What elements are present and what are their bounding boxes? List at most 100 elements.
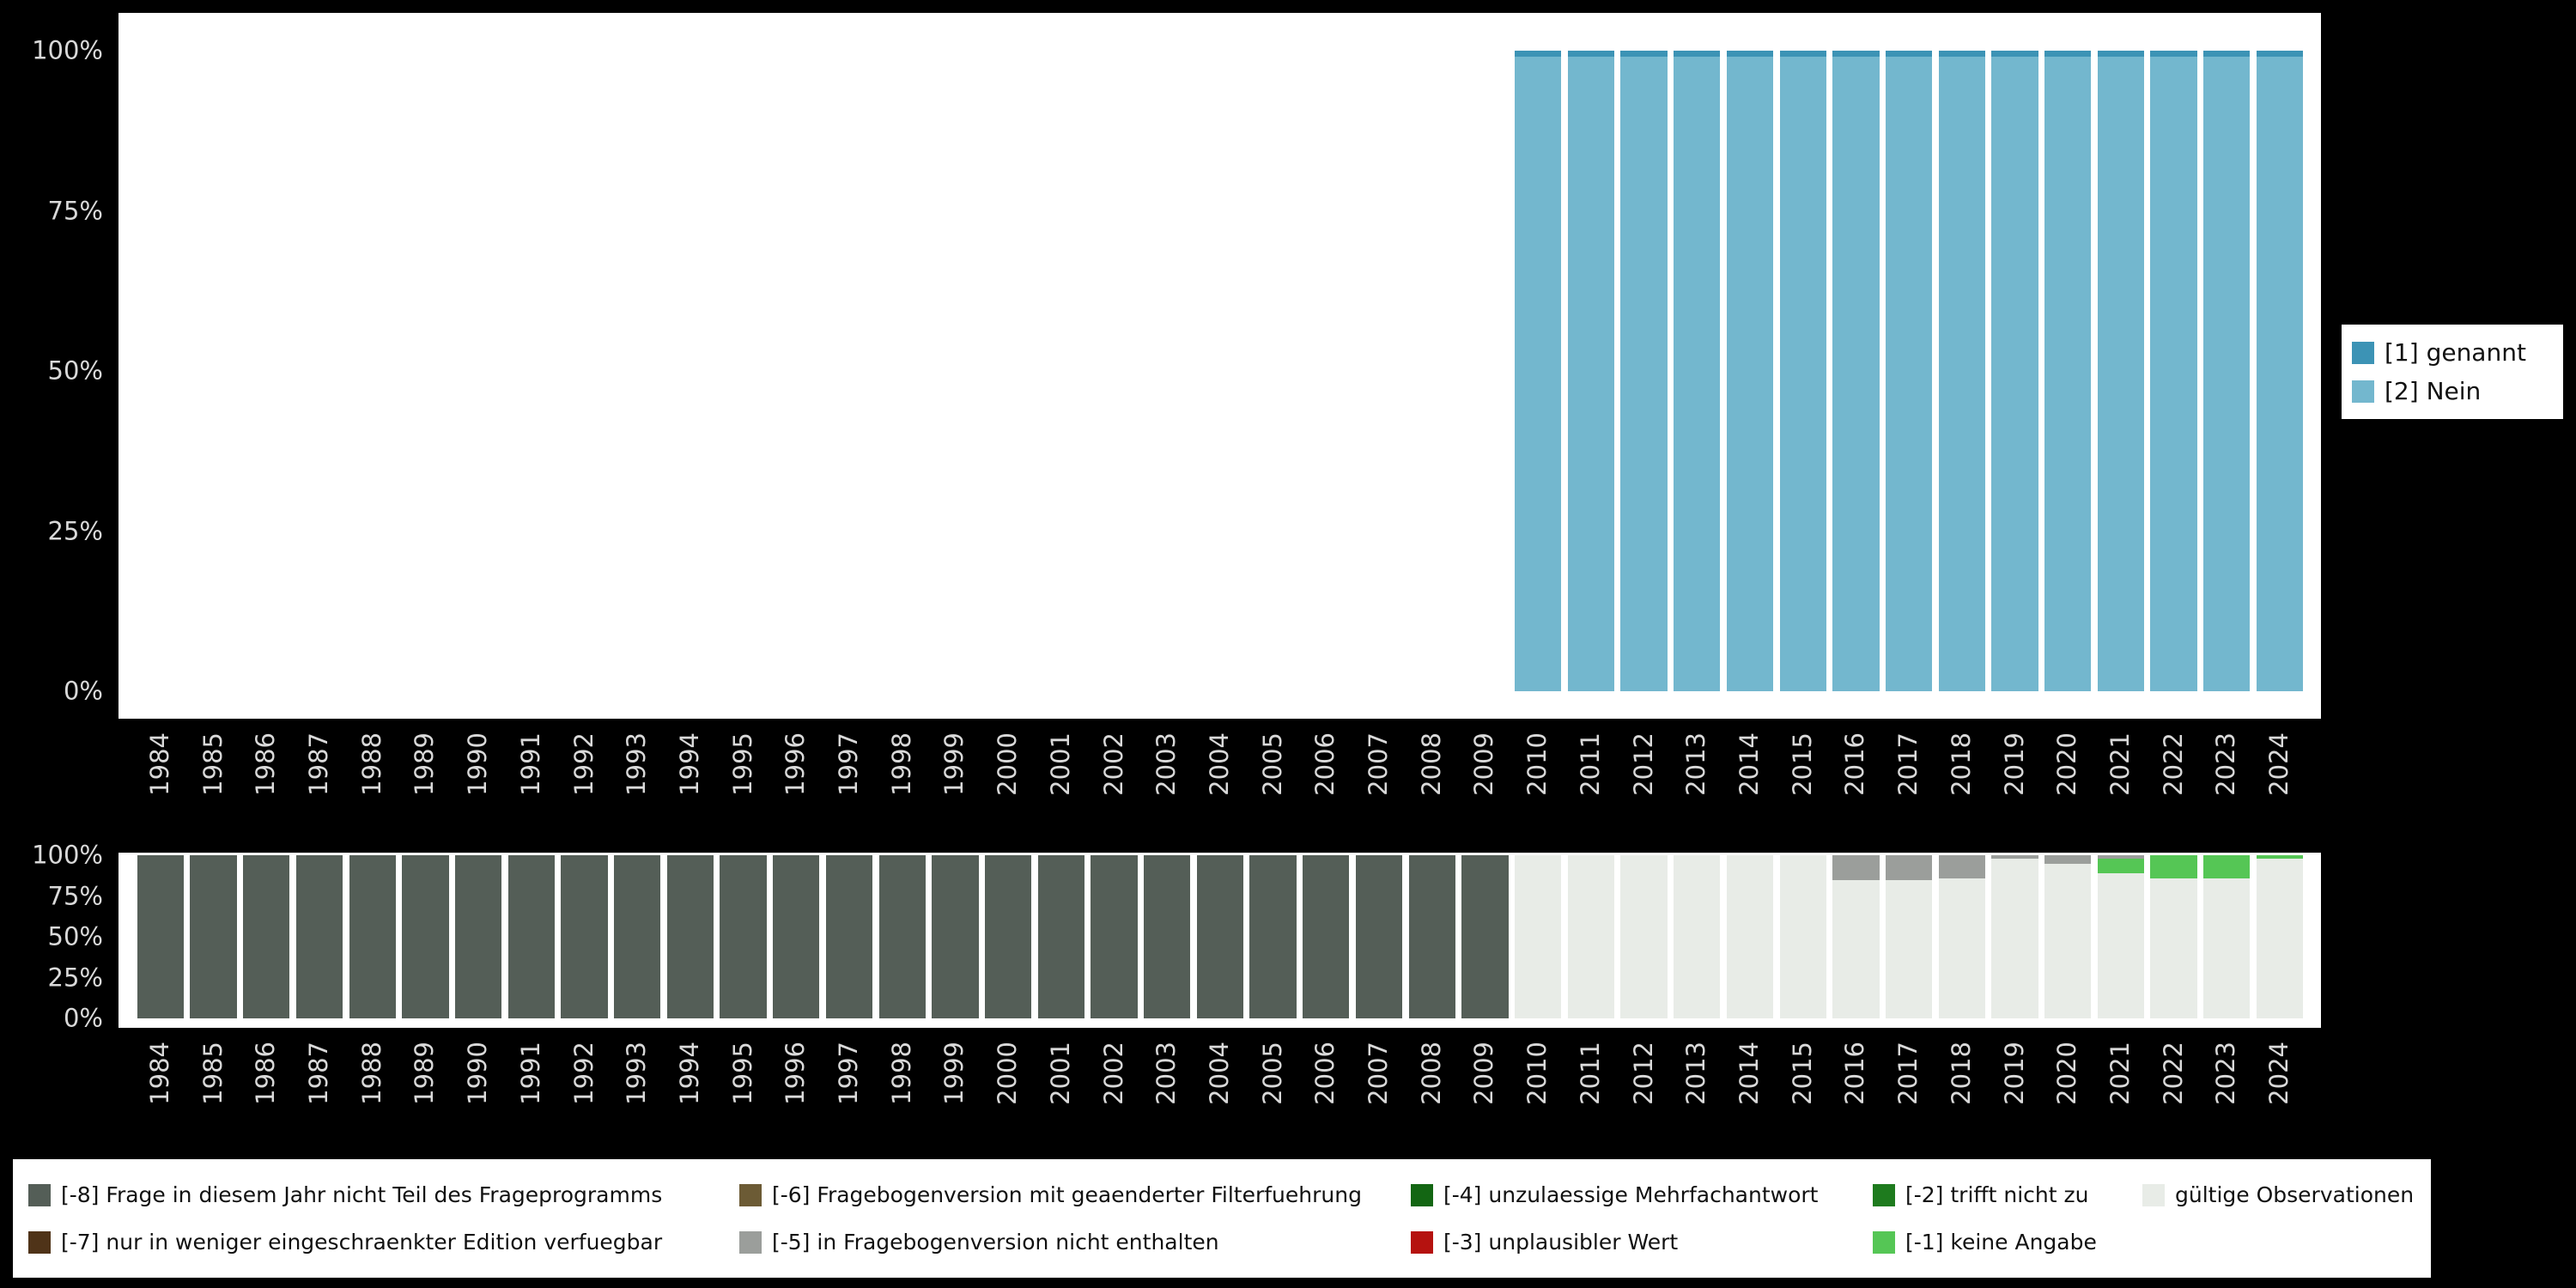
bar-segment — [1567, 51, 1614, 58]
x-tick: 1988 — [346, 727, 399, 826]
legend-item: [-2] trifft nicht zu — [1873, 1182, 2142, 1207]
y-tick-label: 0% — [63, 676, 103, 706]
bar-slot — [505, 855, 558, 1018]
stacked-bar — [2256, 855, 2304, 1018]
x-tick: 2016 — [1830, 1036, 1883, 1135]
stacked-bar — [666, 855, 714, 1018]
x-tick: 2016 — [1830, 727, 1883, 826]
x-tick-label: 2010 — [1522, 1042, 1552, 1105]
bar-slot — [981, 51, 1035, 691]
bar-slot — [1882, 51, 1935, 691]
missing-values-legend: [-8] Frage in diesem Jahr nicht Teil des… — [13, 1159, 2431, 1278]
x-tick-label: 2000 — [993, 1042, 1023, 1105]
stacked-bar — [1885, 855, 1933, 1018]
bar-segment — [1674, 57, 1721, 691]
bar-slot — [1247, 51, 1300, 691]
bar-segment — [507, 855, 555, 1018]
x-tick-label: 1996 — [781, 1042, 811, 1105]
bar-segment — [1885, 879, 1933, 1018]
bar-segment — [1303, 855, 1350, 1018]
x-tick: 2024 — [2253, 1036, 2306, 1135]
x-tick: 2008 — [1406, 727, 1459, 826]
bottom-chart-panel — [118, 853, 2321, 1028]
x-tick: 2021 — [2094, 1036, 2148, 1135]
bar-segment — [2150, 57, 2197, 691]
x-tick-label: 2008 — [1416, 732, 1446, 796]
bar-slot — [1618, 855, 1671, 1018]
bar-slot — [346, 855, 399, 1018]
legend-item: [-8] Frage in diesem Jahr nicht Teil des… — [28, 1182, 739, 1207]
bar-segment — [1144, 855, 1191, 1018]
bar-segment — [932, 855, 979, 1018]
legend-item: [-6] Fragebogenversion mit geaenderter F… — [739, 1182, 1411, 1207]
x-tick-label: 2002 — [1098, 1042, 1128, 1105]
stacked-bar — [2044, 855, 2092, 1018]
x-tick: 2011 — [1564, 727, 1618, 826]
bar-slot — [1618, 51, 1671, 691]
x-tick-label: 2018 — [1946, 732, 1976, 796]
bar-slot — [611, 855, 664, 1018]
bar-segment — [402, 855, 449, 1018]
x-tick-label: 2005 — [1257, 732, 1287, 796]
stacked-bar — [1514, 51, 1562, 691]
legend-swatch — [1873, 1183, 1895, 1206]
legend-swatch — [739, 1183, 762, 1206]
bar-slot — [876, 855, 929, 1018]
x-tick: 1996 — [769, 1036, 823, 1135]
legend-label: [-2] trifft nicht zu — [1905, 1182, 2089, 1207]
x-tick-label: 1994 — [674, 732, 704, 796]
x-tick: 1987 — [293, 727, 346, 826]
bottom-chart-y-axis: 100% 75% 50% 25% 0% — [0, 842, 105, 1030]
bar-segment — [2097, 57, 2145, 691]
x-tick-label: 1991 — [515, 1042, 545, 1105]
bar-segment — [561, 855, 608, 1018]
x-tick: 1985 — [187, 727, 240, 826]
bar-slot — [769, 51, 823, 691]
bar-slot — [452, 51, 505, 691]
bar-slot — [929, 51, 982, 691]
stacked-bar — [1726, 855, 1774, 1018]
x-tick-label: 2002 — [1098, 732, 1128, 796]
bar-segment — [1674, 51, 1721, 58]
stacked-bar — [190, 855, 237, 1018]
x-tick-label: 2016 — [1840, 1042, 1870, 1105]
y-tick-label: 75% — [47, 881, 103, 910]
bar-segment — [2044, 855, 2092, 864]
y-tick-label: 50% — [47, 355, 103, 386]
stacked-bar — [1249, 855, 1297, 1018]
bar-segment — [295, 855, 343, 1018]
bar-segment — [2150, 51, 2197, 58]
top-chart-legend: [1] genannt [2] Nein — [2342, 325, 2563, 419]
bar-segment — [1249, 855, 1297, 1018]
bar-slot — [558, 855, 611, 1018]
bar-segment — [2097, 872, 2145, 1018]
stacked-bar — [1991, 51, 2038, 691]
stacked-bar — [1303, 855, 1350, 1018]
x-tick-label: 2019 — [1999, 1042, 2029, 1105]
x-tick: 2000 — [981, 1036, 1035, 1135]
x-tick-label: 2024 — [2264, 1042, 2294, 1105]
y-tick-label: 25% — [47, 963, 103, 992]
x-tick: 2024 — [2253, 727, 2306, 826]
bar-segment — [1832, 57, 1880, 691]
bar-segment — [2150, 855, 2197, 878]
bar-segment — [1779, 51, 1826, 58]
x-tick-label: 1988 — [356, 1042, 386, 1105]
bottom-chart-bars — [134, 855, 2306, 1018]
x-tick-label: 2021 — [2105, 1042, 2135, 1105]
bar-slot — [1299, 855, 1352, 1018]
x-tick: 2018 — [1935, 727, 1989, 826]
y-tick-label: 100% — [32, 35, 103, 65]
x-tick: 2019 — [1989, 727, 2042, 826]
stacked-bar — [1620, 855, 1668, 1018]
x-tick-label: 1993 — [622, 1042, 652, 1105]
x-tick: 2023 — [2200, 1036, 2253, 1135]
stacked-bar — [1885, 51, 1933, 691]
x-tick: 1989 — [399, 1036, 453, 1135]
bar-slot — [1935, 855, 1989, 1018]
x-tick-label: 2000 — [993, 732, 1023, 796]
stacked-bar — [2256, 51, 2304, 691]
stacked-bar — [2203, 855, 2251, 1018]
stacked-bar — [561, 855, 608, 1018]
bar-slot — [1035, 855, 1088, 1018]
